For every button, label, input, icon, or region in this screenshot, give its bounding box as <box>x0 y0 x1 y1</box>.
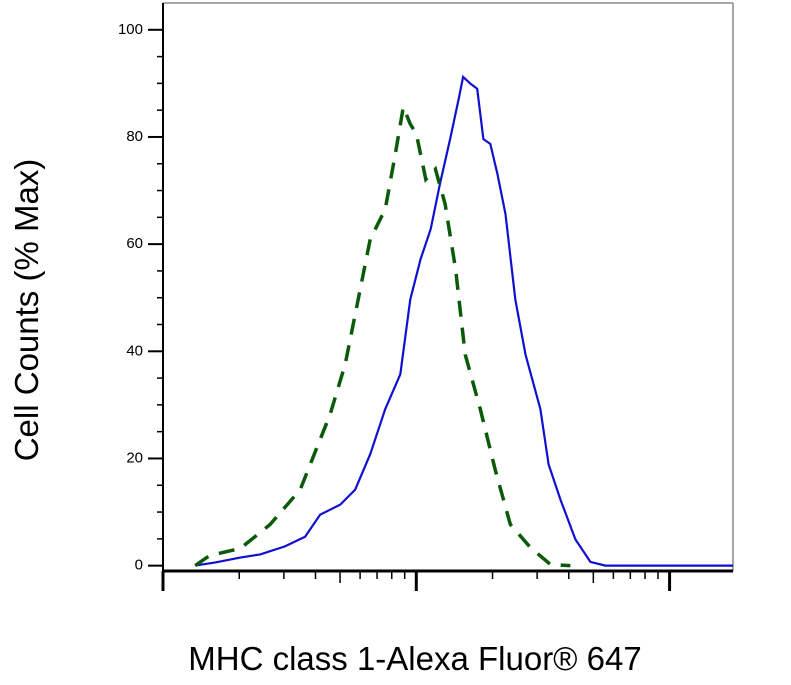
y-tick-label: 80 <box>126 128 143 145</box>
y-axis-title: Cell Counts (% Max) <box>8 159 45 462</box>
series-line <box>195 74 733 567</box>
y-tick-label: 20 <box>126 449 143 466</box>
series-line <box>194 100 571 568</box>
x-axis-title: MHC class 1-Alexa Fluor® 647 <box>188 640 641 677</box>
y-tick-label: 100 <box>118 21 143 38</box>
y-tick-label: 0 <box>135 557 143 574</box>
y-tick-label: 60 <box>126 235 143 252</box>
y-tick-label: 40 <box>126 342 143 359</box>
